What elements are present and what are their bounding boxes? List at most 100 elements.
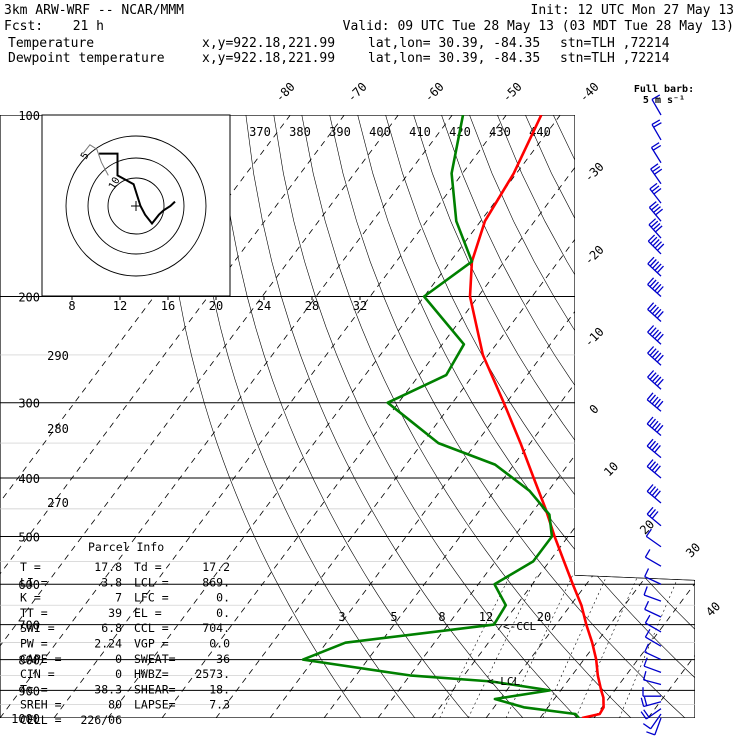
wind-barb-160 xyxy=(648,218,663,239)
parcel-value: 2.24 xyxy=(94,637,122,651)
mixing-ratio-3 xyxy=(468,575,538,718)
wind-barb-840 xyxy=(643,657,662,673)
isotherm--80 xyxy=(53,115,507,718)
theta-label-390: 390 xyxy=(329,125,351,139)
wind-barb-185 xyxy=(647,256,664,277)
legend-dewpoint: Dewpoint temperature x,y=922.18,221.99 l… xyxy=(8,51,670,66)
level-annotations: <-CCL <-LCL xyxy=(487,620,536,688)
wind-speed-scale-28: 28 xyxy=(305,299,319,313)
isotherm-label: -40 xyxy=(577,80,602,105)
parcel-info-rows: T = 17.8 Td = 17.2 LI = 3.8 LCL = 869. K = 7 LFC =… xyxy=(20,560,230,727)
hodograph-ring-label-10: 10 xyxy=(107,176,123,192)
wind-barb-680 xyxy=(644,600,662,618)
wind-barb-800 xyxy=(644,643,662,661)
mixing-ratio-label-12: 12 xyxy=(479,610,493,624)
isotherm--100 xyxy=(0,115,399,718)
mixing-ratio-label-8: 8 xyxy=(438,610,445,624)
profiles xyxy=(301,115,605,718)
mixing-ratio-20 xyxy=(619,575,680,718)
parcel-value: 38.3 xyxy=(94,682,122,696)
parcel-key: CIN = xyxy=(20,667,55,681)
dry-adiabat-350 xyxy=(441,115,695,718)
dry-adiabat-380 xyxy=(525,115,695,718)
isotherm-label: -10 xyxy=(582,325,607,350)
dry-adiabat-410 xyxy=(608,115,695,718)
isotherm-label: 0 xyxy=(587,402,602,417)
parcel-info-panel: Parcel Info T = 17.8 Td = 17.2 LI = 3.8 LCL = 8… xyxy=(20,540,230,727)
isotherm-20 xyxy=(593,115,695,718)
wind-barb-110 xyxy=(651,119,662,141)
isotherm--20 xyxy=(377,115,695,718)
dry-adiabat-440 xyxy=(692,115,695,718)
barb-legend-units: 5 m s⁻¹ xyxy=(643,95,685,106)
forecast-label: Fcst: xyxy=(4,19,43,34)
wind-barb-310 xyxy=(646,392,664,412)
parcel-key: VGP = xyxy=(134,637,169,651)
legend-dewpoint-name: Dewpoint temperature xyxy=(8,51,165,66)
hodograph: 5 10 xyxy=(41,114,231,297)
mixing-ratio-label-20: 20 xyxy=(537,610,551,624)
parcel-value: 39 xyxy=(108,606,122,620)
wind-barb-200 xyxy=(647,277,664,298)
parcel-value: 6.8 xyxy=(101,621,122,635)
parcel-row: CAPE = 0 SWEAT= 36 xyxy=(20,652,230,666)
theta-left-label-280: 280 xyxy=(47,422,69,436)
wind-barb-560 xyxy=(644,549,662,567)
hodograph-ring-1 xyxy=(87,157,185,255)
wind-barb-285 xyxy=(647,370,664,390)
wind-barb-985 xyxy=(642,713,662,730)
wind-barb-760 xyxy=(644,628,662,647)
parcel-value: 0.0 xyxy=(209,637,230,651)
parcel-key: SREH = xyxy=(20,698,62,712)
parcel-row: Tc = 38.3 SHEAR= 18. xyxy=(20,682,230,696)
mixing-ratio-2 xyxy=(439,575,511,718)
dry-adiabat-300 xyxy=(301,115,645,718)
parcel-key: EL = xyxy=(134,606,162,620)
parcel-key: HWBZ= xyxy=(134,667,169,681)
hodograph-ring-2 xyxy=(65,135,207,277)
isotherm-label: -80 xyxy=(273,80,298,105)
wind-barb-920 xyxy=(642,687,662,697)
theta-label-430: 430 xyxy=(489,125,511,139)
mixing-ratio-label-5: 5 xyxy=(390,610,397,624)
theta-label-380: 380 xyxy=(289,125,311,139)
wind-barb-1000 xyxy=(646,717,662,736)
pressure-label-100: 100 xyxy=(18,109,40,123)
wind-barb-400 xyxy=(646,459,662,479)
pressure-label-400: 400 xyxy=(18,472,40,486)
theta-left-label-270: 270 xyxy=(47,496,69,510)
isotherm--60 xyxy=(161,115,615,718)
wind-barb-100 xyxy=(651,94,662,116)
parcel-info-title: Parcel Info xyxy=(88,540,164,554)
parcel-value: 0. xyxy=(216,591,230,605)
theta-label-410: 410 xyxy=(409,125,431,139)
hodograph-ring-label-5: 5 xyxy=(79,151,92,162)
isotherm--30 xyxy=(323,115,695,718)
wind-speed-scale-24: 24 xyxy=(257,299,271,313)
wind-speed-scale-20: 20 xyxy=(209,299,223,313)
wind-barb-640 xyxy=(643,586,662,602)
legend-temperature: Temperature x,y=922.18,221.99 lat,lon= 3… xyxy=(8,36,670,51)
parcel-value: 17.8 xyxy=(94,560,122,574)
wind-barb-140 xyxy=(649,182,662,204)
wind-speed-scale-16: 16 xyxy=(161,299,175,313)
parcel-key: Tc = xyxy=(20,682,48,696)
parcel-key: Td = xyxy=(134,560,162,574)
dry-adiabat-430 xyxy=(664,115,695,718)
parcel-key: CELL = xyxy=(20,713,62,727)
parcel-key: SWEAT= xyxy=(134,652,176,666)
pressure-label-1000: 1000 xyxy=(11,712,40,726)
parcel-value: 17.2 xyxy=(202,560,230,574)
parcel-row: SWI = 6.8 CCL = 704. xyxy=(20,621,230,635)
parcel-value: 0 xyxy=(115,652,122,666)
parcel-value: 3.8 xyxy=(101,575,122,589)
isotherm--90 xyxy=(0,115,453,718)
hodograph-trace xyxy=(99,152,176,226)
hodograph-ring-0 xyxy=(107,177,165,235)
wind-barb-600 xyxy=(644,568,662,585)
parcel-value: 7 xyxy=(115,591,122,605)
wind-barb-940 xyxy=(640,696,662,708)
wind-speed-scale-8: 8 xyxy=(68,299,75,313)
dry-adiabat-270 xyxy=(217,115,481,718)
